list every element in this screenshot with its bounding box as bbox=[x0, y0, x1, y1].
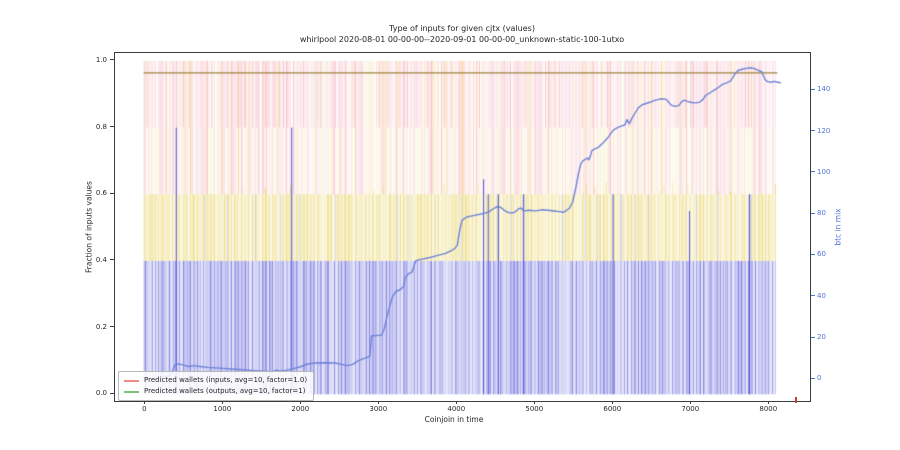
y-left-tick-mark bbox=[110, 326, 114, 328]
x-tick-label: 1000 bbox=[213, 405, 232, 413]
y-right-tick-mark bbox=[811, 377, 815, 379]
x-tick-label: 8000 bbox=[759, 405, 778, 413]
y-left-tick-mark bbox=[110, 259, 114, 261]
title-block: Type of inputs for given cjtx (values) w… bbox=[114, 23, 810, 45]
x-tick-mark bbox=[689, 401, 691, 404]
y-right-tick-label: 80 bbox=[817, 209, 826, 218]
x-tick-mark bbox=[221, 401, 223, 404]
y-left-tick-label: 0.4 bbox=[95, 255, 107, 264]
y-left-tick-label: 0.0 bbox=[95, 389, 107, 398]
y-right-tick-mark bbox=[811, 88, 815, 90]
y-right-tick-label: 60 bbox=[817, 250, 826, 259]
outputs-line-swatch bbox=[124, 390, 139, 393]
y-right-tick-mark bbox=[811, 171, 815, 173]
side-axes-box bbox=[793, 52, 811, 402]
chart-title: Type of inputs for given cjtx (values) bbox=[389, 24, 535, 33]
x-tick-mark bbox=[533, 401, 535, 404]
x-tick-mark bbox=[377, 401, 379, 404]
y-left-tick-mark bbox=[110, 59, 114, 61]
y-right-tick-label: 120 bbox=[817, 126, 831, 135]
y-right-tick-mark bbox=[811, 130, 815, 132]
x-tick-label: 5000 bbox=[525, 405, 544, 413]
y-left-tick-label: 0.6 bbox=[95, 189, 107, 198]
legend-label-inputs: Predicted wallets (inputs, avg=10, facto… bbox=[144, 376, 308, 384]
inputs-line-swatch bbox=[124, 379, 139, 382]
y-right-tick-mark bbox=[811, 295, 815, 297]
x-tick-label: 3000 bbox=[369, 405, 388, 413]
x-tick-label: 2000 bbox=[291, 405, 310, 413]
y-right-tick-mark bbox=[811, 253, 815, 255]
main-plot-area bbox=[114, 52, 794, 402]
x-tick-mark bbox=[611, 401, 613, 404]
y-left-tick-mark bbox=[110, 126, 114, 128]
y-right-tick-label: 40 bbox=[817, 291, 826, 300]
y-left-tick-mark bbox=[110, 392, 114, 394]
y-left-tick-mark bbox=[110, 192, 114, 194]
x-tick-label: 4000 bbox=[447, 405, 466, 413]
x-tick-mark bbox=[455, 401, 457, 404]
end-marker bbox=[795, 397, 797, 403]
x-tick-label: 6000 bbox=[603, 405, 622, 413]
x-tick-mark bbox=[299, 401, 301, 404]
y-right-tick-label: 100 bbox=[817, 167, 831, 176]
x-axis-label: Coinjoin in time bbox=[424, 415, 484, 424]
y-right-tick-label: 140 bbox=[817, 85, 831, 94]
y-left-tick-label: 0.2 bbox=[95, 322, 107, 331]
legend-label-outputs: Predicted wallets (outputs, avg=10, fact… bbox=[144, 387, 306, 395]
chart-subtitle: whirlpool 2020-08-01 00-00-00--2020-09-0… bbox=[299, 35, 625, 44]
plot-canvas bbox=[115, 53, 793, 401]
y-right-tick-label: 20 bbox=[817, 333, 826, 341]
x-tick-mark bbox=[143, 401, 145, 404]
legend-row-inputs: Predicted wallets (inputs, avg=10, facto… bbox=[124, 375, 307, 386]
legend: Predicted wallets (inputs, avg=10, facto… bbox=[118, 371, 315, 401]
y-right-tick-mark bbox=[811, 336, 815, 338]
x-tick-label: 7000 bbox=[681, 405, 700, 413]
x-tick-mark bbox=[767, 401, 769, 404]
legend-row-outputs: Predicted wallets (outputs, avg=10, fact… bbox=[124, 386, 307, 397]
y-right-tick-mark bbox=[811, 212, 815, 214]
x-tick-label: 0 bbox=[142, 405, 147, 413]
y-left-tick-label: 1.0 bbox=[95, 55, 107, 64]
y-axis-label-right: btc in mix bbox=[833, 208, 843, 246]
y-right-tick-label: 0 bbox=[817, 374, 822, 383]
y-left-tick-label: 0.8 bbox=[95, 122, 107, 131]
